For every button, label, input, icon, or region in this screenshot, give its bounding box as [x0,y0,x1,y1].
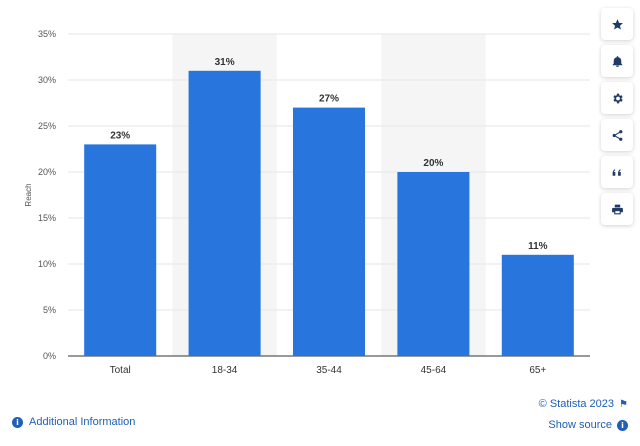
favorite-button[interactable] [601,8,633,40]
settings-button[interactable] [601,82,633,114]
y-tick-label: 10% [38,259,56,269]
notification-button[interactable] [601,45,633,77]
gear-icon [612,93,623,103]
x-tick-label: 18-34 [212,365,238,376]
y-tick-label: 30% [38,75,56,85]
share-icon [612,129,622,141]
x-tick-label: 35-44 [316,365,342,376]
y-tick-label: 5% [43,305,56,315]
y-tick-label: 0% [43,351,56,361]
share-button[interactable] [601,119,633,151]
data-label: 27% [319,94,339,105]
bar [397,172,470,356]
data-label: 20% [423,158,443,169]
bar [501,254,574,356]
bars [84,70,574,357]
cite-button[interactable] [601,156,633,188]
x-tick-label: 45-64 [421,365,447,376]
y-tick-label: 20% [38,167,56,177]
y-axis-title: Reach [24,183,33,206]
x-tick-label: 65+ [529,365,546,376]
show-source-link[interactable]: Show source i [548,419,628,431]
bell-icon [612,55,622,67]
y-tick-label: 15% [38,213,56,223]
info-icon: i [617,419,628,431]
copyright-link[interactable]: © Statista 2023 ⚑ [539,398,628,410]
print-icon [611,204,623,214]
y-tick-label: 35% [38,29,56,39]
bar [188,70,261,357]
data-labels: 23% 31% 27% 20% 11% [110,57,547,252]
data-label: 11% [528,241,548,252]
data-label: 31% [215,57,235,68]
star-icon [611,18,623,29]
x-axis-labels: Total 18-34 35-44 45-64 65+ [110,365,547,376]
print-button[interactable] [601,193,633,225]
y-axis-ticks: 0% 5% 10% 15% 20% 25% 30% 35% [38,29,56,361]
flag-icon: ⚑ [619,398,628,410]
x-tick-label: Total [110,365,131,376]
data-label: 23% [110,130,130,141]
additional-information-label: Additional Information [29,416,136,428]
show-source-label: Show source [548,419,612,431]
toolbar [601,8,635,230]
copyright-label: © Statista 2023 [538,398,615,410]
bar [292,107,366,356]
additional-information-link[interactable]: i Additional Information [12,416,135,428]
y-tick-label: 25% [38,121,56,131]
bar [84,144,157,356]
quote-icon [612,168,621,176]
info-icon: i [12,416,23,428]
